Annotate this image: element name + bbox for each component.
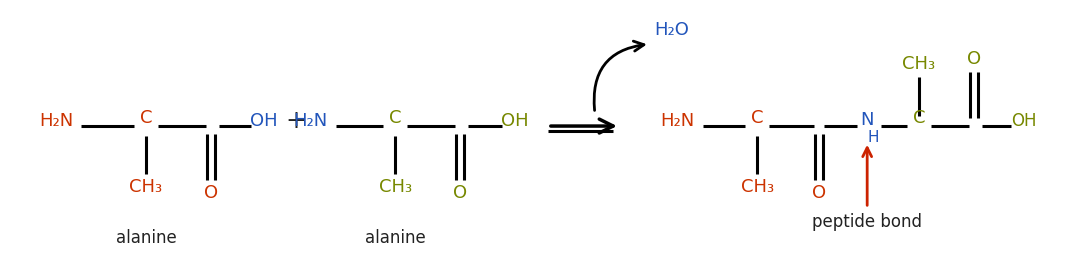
Text: O: O: [967, 50, 981, 68]
Text: C: C: [751, 109, 764, 127]
Text: OH: OH: [1012, 112, 1037, 130]
Text: O: O: [812, 184, 826, 202]
Text: CH₃: CH₃: [903, 55, 935, 73]
Text: peptide bond: peptide bond: [812, 213, 922, 231]
Text: CH₃: CH₃: [741, 178, 774, 196]
Text: N: N: [860, 111, 874, 129]
Text: alanine: alanine: [116, 229, 177, 247]
Text: H₂N: H₂N: [293, 112, 328, 130]
Text: alanine: alanine: [365, 229, 426, 247]
Text: H: H: [868, 130, 879, 145]
Text: C: C: [389, 109, 401, 127]
Text: O: O: [204, 184, 218, 202]
Text: +: +: [286, 109, 306, 133]
Text: OH: OH: [250, 112, 278, 130]
Text: OH: OH: [501, 112, 529, 130]
Text: O: O: [453, 184, 468, 202]
Text: C: C: [912, 109, 925, 127]
Text: H₂N: H₂N: [39, 112, 73, 130]
Text: H₂N: H₂N: [661, 112, 694, 130]
Text: H₂O: H₂O: [654, 21, 689, 39]
Text: CH₃: CH₃: [379, 178, 412, 196]
Text: CH₃: CH₃: [130, 178, 162, 196]
Text: C: C: [140, 109, 153, 127]
